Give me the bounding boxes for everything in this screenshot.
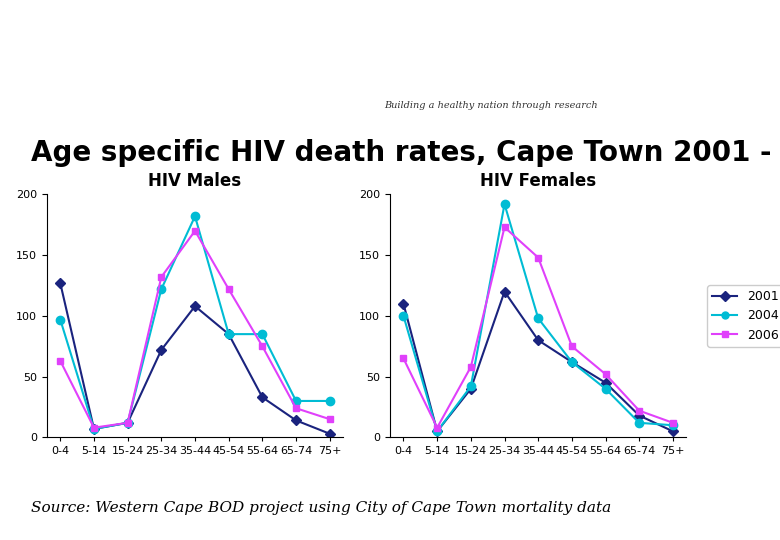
Title: HIV Females: HIV Females: [480, 172, 596, 190]
Text: Source: Western Cape BOD project using City of Cape Town mortality data: Source: Western Cape BOD project using C…: [31, 501, 612, 515]
Text: SOUTH
AFRICAN
MEDICAL
RESEARCH
COUNCIL: SOUTH AFRICAN MEDICAL RESEARCH COUNCIL: [101, 20, 130, 50]
Text: Building a healthy nation through research: Building a healthy nation through resear…: [385, 101, 598, 110]
Text: Age specific HIV death rates, Cape Town 2001 - 2006: Age specific HIV death rates, Cape Town …: [31, 139, 780, 167]
Text: MRC: MRC: [36, 34, 73, 49]
Legend: 2001, 2004, 2006: 2001, 2004, 2006: [707, 285, 780, 347]
Title: HIV Males: HIV Males: [148, 172, 242, 190]
